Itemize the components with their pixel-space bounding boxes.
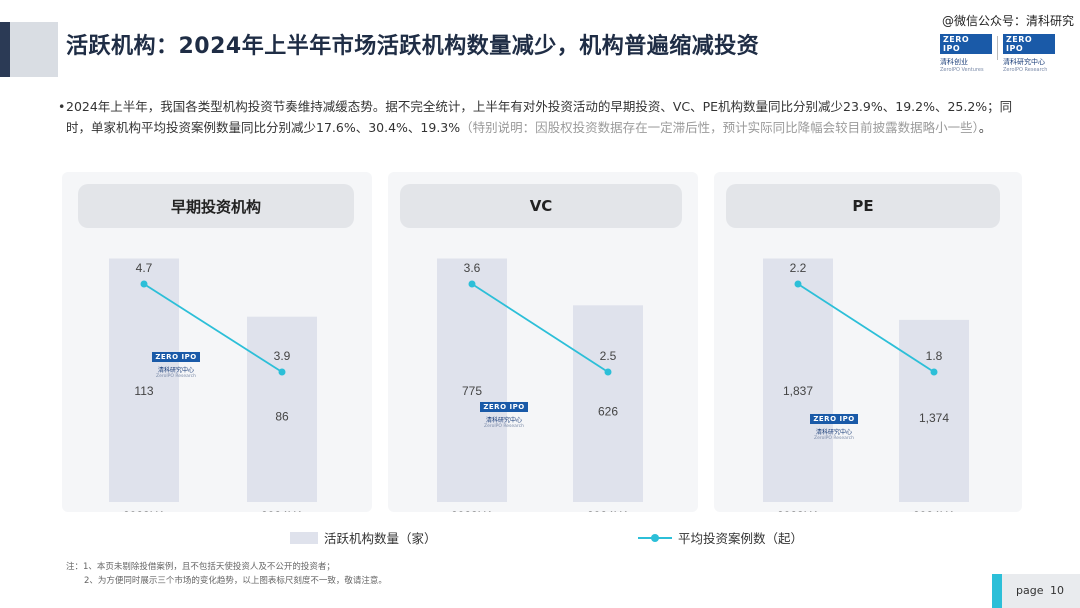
chart-title: 早期投资机构 xyxy=(78,184,354,228)
logo-english: ZeroIPO Research xyxy=(1003,67,1048,73)
page-title: 活跃机构：2024年上半年市场活跃机构数量减少，机构普遍缩减投资 xyxy=(66,34,760,59)
line-value-label: 4.7 xyxy=(136,261,153,275)
watermark-tag: ZERO IPO xyxy=(152,352,200,362)
x-tick-label: 2024H1 xyxy=(913,509,955,512)
summary-paragraph: • 2024年上半年，我国各类型机构投资节奏维持减缓态势。据不完全统计，上半年有对… xyxy=(58,96,1026,138)
series-line xyxy=(797,283,935,373)
bar-2023H1 xyxy=(437,258,507,502)
logo-divider xyxy=(997,36,998,60)
chart-svg: 1,837 2023H1 1,374 2024H1 2.2 1.8 xyxy=(763,258,969,512)
page-tag-accent xyxy=(992,574,1002,608)
title-accent-bar xyxy=(0,22,10,77)
series-line xyxy=(143,283,283,373)
title-accent-band xyxy=(0,22,58,77)
line-value-label: 3.9 xyxy=(274,349,291,363)
source-credit: @微信公众号：清科研究 xyxy=(941,14,1074,28)
legend-line: 平均投资案例数（起） xyxy=(638,528,803,547)
bar-value-label: 113 xyxy=(134,384,153,398)
page-label: page xyxy=(1016,584,1044,597)
bar-value-label: 1,837 xyxy=(783,384,813,398)
chart-panel-vc: 775 2023H1 626 2024H1 3.6 2.5 VC ZERO IPO 清科研究… xyxy=(388,172,698,512)
chart-title: VC xyxy=(400,184,682,228)
bar-value-label: 775 xyxy=(462,384,482,398)
logo-name: 清科研究中心 xyxy=(1003,58,1045,66)
x-tick-label: 2024H1 xyxy=(261,509,303,512)
summary-note: （特别说明：因股权投资数据存在一定滞后性，预计实际同比降幅会较目前披露数据略小一… xyxy=(460,120,979,135)
summary-end: 。 xyxy=(978,120,992,135)
watermark-logo: ZERO IPO 清科研究中心 ZeroIPO Research xyxy=(808,406,860,441)
watermark-tag: ZERO IPO xyxy=(810,414,858,424)
chart-panel-early-stage: 113 2023H1 86 2024H1 4.7 3.9 早期投资机构 ZERO IPO 清… xyxy=(62,172,372,512)
logo-name: 清科创业 xyxy=(940,58,968,66)
legend-bar-label: 活跃机构数量（家） xyxy=(324,531,437,546)
logo-zeroipo-ventures: ZERO IPO 清科创业 ZeroIPO Ventures xyxy=(940,34,992,73)
watermark-english: ZeroIPO Research xyxy=(813,436,854,441)
bar-value-label: 86 xyxy=(275,409,289,423)
watermark-tag: ZERO IPO xyxy=(480,402,528,412)
line-point xyxy=(604,368,612,376)
chart-title: PE xyxy=(726,184,1000,228)
chart-svg: 775 2023H1 626 2024H1 3.6 2.5 xyxy=(437,258,643,512)
line-point xyxy=(468,280,476,288)
line-value-label: 2.2 xyxy=(790,261,807,275)
page-number: 10 xyxy=(1050,584,1064,597)
series-line xyxy=(471,283,609,373)
x-tick-label: 2023H1 xyxy=(123,509,165,512)
watermark-english: ZeroIPO Research xyxy=(483,424,524,429)
legend-bar-swatch xyxy=(290,531,318,544)
logo-zeroipo-research: ZERO IPO 清科研究中心 ZeroIPO Research xyxy=(1003,34,1055,73)
watermark-logo: ZERO IPO 清科研究中心 ZeroIPO Research xyxy=(478,394,530,429)
logo-english: ZeroIPO Ventures xyxy=(940,67,984,73)
line-value-label: 2.5 xyxy=(600,349,617,363)
watermark-name: 清科研究中心 xyxy=(815,429,852,436)
bar-2024H1 xyxy=(573,305,643,502)
x-tick-label: 2023H1 xyxy=(451,509,493,512)
chart-panel-pe: 1,837 2023H1 1,374 2024H1 2.2 1.8 PE ZERO IPO… xyxy=(714,172,1022,512)
line-value-label: 3.6 xyxy=(464,261,481,275)
line-point xyxy=(278,368,286,376)
bar-value-label: 626 xyxy=(598,404,618,418)
bar-2023H1 xyxy=(109,258,179,502)
logo-tag: ZERO IPO xyxy=(1003,34,1055,54)
bar-value-label: 1,374 xyxy=(919,411,949,425)
footnote-1: 注：1、本页未剔除投借案例，且不包括天使投资人及不公开的投资者； xyxy=(66,562,335,572)
watermark-logo: ZERO IPO 清科研究中心 ZeroIPO Research xyxy=(150,344,202,379)
line-point xyxy=(930,368,938,376)
bar-2024H1 xyxy=(247,316,317,502)
footnote-2: 2、为方便同时展示三个市场的变化趋势，以上图表标尺刻度不一致，敬请注意。 xyxy=(84,576,387,586)
bullet-dot: • xyxy=(58,99,66,114)
legend-bar: 活跃机构数量（家） xyxy=(290,528,437,547)
legend-line-label: 平均投资案例数（起） xyxy=(678,531,804,546)
line-point xyxy=(794,280,802,288)
line-point xyxy=(140,280,148,288)
watermark-name: 清科研究中心 xyxy=(157,367,194,374)
summary-text: 2024年上半年，我国各类型机构投资节奏维持减缓态势。据不完全统计，上半年有对外… xyxy=(66,99,1013,135)
x-tick-label: 2024H1 xyxy=(587,509,629,512)
x-tick-label: 2023H1 xyxy=(777,509,819,512)
bar-2024H1 xyxy=(899,319,969,502)
line-value-label: 1.8 xyxy=(926,349,943,363)
chart-svg: 113 2023H1 86 2024H1 4.7 3.9 xyxy=(109,258,317,512)
watermark-name: 清科研究中心 xyxy=(485,417,522,424)
brand-logos: ZERO IPO 清科创业 ZeroIPO Ventures ZERO IPO … xyxy=(940,34,1058,73)
watermark-english: ZeroIPO Research xyxy=(155,374,196,379)
bar-2023H1 xyxy=(763,258,833,502)
page-number-tag: page 10 xyxy=(992,574,1080,608)
legend-line-swatch xyxy=(638,532,672,544)
logo-tag: ZERO IPO xyxy=(940,34,992,54)
